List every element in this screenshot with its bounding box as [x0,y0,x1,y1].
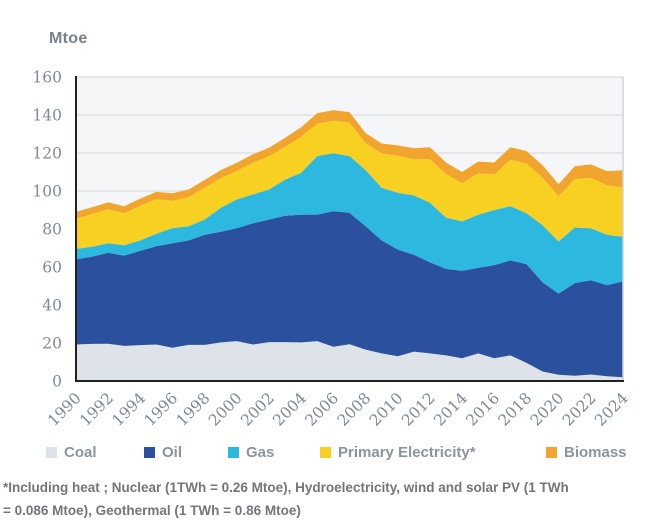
legend-item-primary-electricity: Primary Electricity* [320,444,476,461]
x-tick-label-2022: 2022 [559,389,600,430]
x-tick-label-2018: 2018 [495,389,536,430]
y-tick-label-60: 60 [42,259,62,277]
area-primary-electricity [76,120,623,249]
x-tick-label-2014: 2014 [430,389,471,430]
y-tick-label-80: 80 [42,221,62,239]
x-tick-label-1998: 1998 [173,389,214,430]
y-tick-label-140: 140 [32,107,62,125]
x-tick-label-2000: 2000 [205,389,246,430]
legend-label-oil: Oil [162,444,183,461]
gas-swatch [228,447,239,458]
legend-item-coal: Coal [46,444,97,461]
x-tick-label-2012: 2012 [398,389,439,430]
footnote-line-2: = 0.086 Mtoe), Geothermal (1 TWh = 0.86 … [3,503,301,518]
x-tick-label-2020: 2020 [527,389,568,430]
x-tick-label-1990: 1990 [44,389,85,430]
x-tick-label-2010: 2010 [366,389,407,430]
y-tick-label-40: 40 [42,297,62,315]
x-tick-label-2016: 2016 [463,389,504,430]
area-oil [76,211,623,378]
biomass-swatch [546,447,557,458]
x-tick-label-2024: 2024 [591,389,632,430]
legend-label-coal: Coal [64,444,97,461]
area-biomass [76,110,623,219]
legend: Coal Oil Gas Primary Electricity* Biomas… [0,444,669,464]
primary-electricity-swatch [320,447,331,458]
area-coal [76,341,623,381]
y-tick-label-160: 160 [32,69,62,87]
oil-swatch [144,447,155,458]
legend-label-primary-electricity: Primary Electricity* [338,444,476,461]
stacked-area-chart: 0 20 40 60 80 100 120 140 160 1990199219941996199… [32,69,632,430]
y-tick-label-20: 20 [42,335,62,353]
x-tick-label-2004: 2004 [269,389,310,430]
coal-swatch [46,447,57,458]
legend-item-oil: Oil [144,444,182,461]
x-tick-label-2002: 2002 [237,389,278,430]
legend-item-gas: Gas [228,444,274,461]
x-tick-label-2008: 2008 [334,389,375,430]
legend-item-biomass: Biomass [546,444,627,461]
footnote: *Including heat ; Nuclear (1TWh = 0.26 M… [3,476,667,522]
y-axis-unit-label: Mtoe [49,30,88,47]
x-tick-label-1994: 1994 [109,389,150,430]
y-tick-label-0: 0 [52,373,62,391]
y-tick-label-100: 100 [32,183,62,201]
y-tick-label-120: 120 [32,145,62,163]
x-tick-label-2006: 2006 [302,389,343,430]
area-gas [76,153,623,294]
legend-label-gas: Gas [246,444,275,461]
x-tick-label-1996: 1996 [141,389,182,430]
footnote-line-1: *Including heat ; Nuclear (1TWh = 0.26 M… [3,480,569,495]
x-tick-label-1992: 1992 [76,389,117,430]
legend-label-biomass: Biomass [564,444,627,461]
